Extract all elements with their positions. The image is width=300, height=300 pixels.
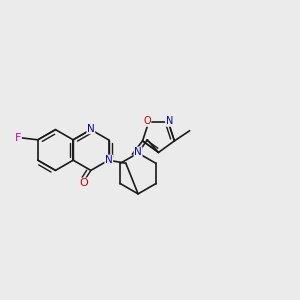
Text: N: N <box>105 155 113 165</box>
Text: N: N <box>134 147 142 157</box>
Text: F: F <box>15 133 21 143</box>
Text: N: N <box>87 124 95 134</box>
Text: O: O <box>143 116 151 126</box>
Text: N: N <box>166 116 173 126</box>
Text: O: O <box>79 178 88 188</box>
